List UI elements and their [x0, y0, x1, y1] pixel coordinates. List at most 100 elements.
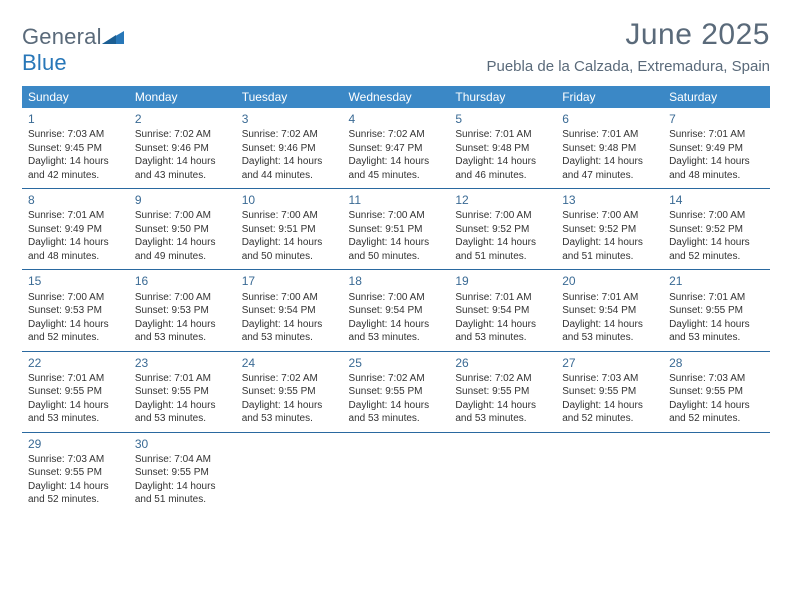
daylight-text: Daylight: 14 hours and 53 minutes.: [135, 399, 230, 426]
day-cell: 4Sunrise: 7:02 AMSunset: 9:47 PMDaylight…: [343, 108, 450, 189]
day-number: 11: [349, 192, 444, 208]
day-cell: 16Sunrise: 7:00 AMSunset: 9:53 PMDayligh…: [129, 270, 236, 351]
day-number: 25: [349, 355, 444, 371]
sunset-text: Sunset: 9:50 PM: [135, 223, 230, 237]
day-number: 30: [135, 436, 230, 452]
daylight-text: Daylight: 14 hours and 52 minutes.: [669, 399, 764, 426]
sunrise-text: Sunrise: 7:03 AM: [28, 453, 123, 467]
daylight-text: Daylight: 14 hours and 52 minutes.: [28, 318, 123, 345]
day-cell: 19Sunrise: 7:01 AMSunset: 9:54 PMDayligh…: [449, 270, 556, 351]
week-row: 22Sunrise: 7:01 AMSunset: 9:55 PMDayligh…: [22, 352, 770, 433]
day-cell: 21Sunrise: 7:01 AMSunset: 9:55 PMDayligh…: [663, 270, 770, 351]
sunrise-text: Sunrise: 7:01 AM: [28, 372, 123, 386]
daylight-text: Daylight: 14 hours and 47 minutes.: [562, 155, 657, 182]
calendar-table: Sunday Monday Tuesday Wednesday Thursday…: [22, 86, 770, 513]
sunset-text: Sunset: 9:52 PM: [562, 223, 657, 237]
day-cell: 15Sunrise: 7:00 AMSunset: 9:53 PMDayligh…: [22, 270, 129, 351]
day-number: 3: [242, 111, 337, 127]
day-header: Tuesday: [236, 86, 343, 108]
day-cell: 10Sunrise: 7:00 AMSunset: 9:51 PMDayligh…: [236, 189, 343, 270]
sunrise-text: Sunrise: 7:01 AM: [669, 291, 764, 305]
day-number: 23: [135, 355, 230, 371]
week-row: 1Sunrise: 7:03 AMSunset: 9:45 PMDaylight…: [22, 108, 770, 189]
day-header: Thursday: [449, 86, 556, 108]
day-cell: 22Sunrise: 7:01 AMSunset: 9:55 PMDayligh…: [22, 352, 129, 433]
day-number: 18: [349, 273, 444, 289]
sunset-text: Sunset: 9:55 PM: [455, 385, 550, 399]
daylight-text: Daylight: 14 hours and 51 minutes.: [455, 236, 550, 263]
day-number: 12: [455, 192, 550, 208]
day-cell: 18Sunrise: 7:00 AMSunset: 9:54 PMDayligh…: [343, 270, 450, 351]
day-number: 22: [28, 355, 123, 371]
day-header: Sunday: [22, 86, 129, 108]
day-number: 4: [349, 111, 444, 127]
daylight-text: Daylight: 14 hours and 45 minutes.: [349, 155, 444, 182]
sunrise-text: Sunrise: 7:00 AM: [242, 291, 337, 305]
day-number: 16: [135, 273, 230, 289]
sunrise-text: Sunrise: 7:01 AM: [135, 372, 230, 386]
day-number: 8: [28, 192, 123, 208]
sunset-text: Sunset: 9:47 PM: [349, 142, 444, 156]
sunset-text: Sunset: 9:51 PM: [242, 223, 337, 237]
day-header: Friday: [556, 86, 663, 108]
day-cell: 28Sunrise: 7:03 AMSunset: 9:55 PMDayligh…: [663, 352, 770, 433]
daylight-text: Daylight: 14 hours and 53 minutes.: [135, 318, 230, 345]
sunset-text: Sunset: 9:55 PM: [135, 385, 230, 399]
sunset-text: Sunset: 9:52 PM: [669, 223, 764, 237]
day-number: 26: [455, 355, 550, 371]
sunrise-text: Sunrise: 7:02 AM: [242, 372, 337, 386]
sunrise-text: Sunrise: 7:00 AM: [135, 291, 230, 305]
calendar-body: 1Sunrise: 7:03 AMSunset: 9:45 PMDaylight…: [22, 108, 770, 513]
sunrise-text: Sunrise: 7:01 AM: [562, 291, 657, 305]
daylight-text: Daylight: 14 hours and 44 minutes.: [242, 155, 337, 182]
calendar-head: Sunday Monday Tuesday Wednesday Thursday…: [22, 86, 770, 108]
day-cell: 9Sunrise: 7:00 AMSunset: 9:50 PMDaylight…: [129, 189, 236, 270]
daylight-text: Daylight: 14 hours and 43 minutes.: [135, 155, 230, 182]
day-number: 28: [669, 355, 764, 371]
brand-word2: Blue: [22, 50, 67, 75]
daylight-text: Daylight: 14 hours and 50 minutes.: [349, 236, 444, 263]
sunrise-text: Sunrise: 7:00 AM: [349, 209, 444, 223]
daylight-text: Daylight: 14 hours and 53 minutes.: [242, 399, 337, 426]
day-number: 6: [562, 111, 657, 127]
sunset-text: Sunset: 9:45 PM: [28, 142, 123, 156]
sunset-text: Sunset: 9:54 PM: [455, 304, 550, 318]
sunset-text: Sunset: 9:51 PM: [349, 223, 444, 237]
daylight-text: Daylight: 14 hours and 52 minutes.: [669, 236, 764, 263]
sunset-text: Sunset: 9:55 PM: [28, 385, 123, 399]
daylight-text: Daylight: 14 hours and 53 minutes.: [455, 399, 550, 426]
day-cell: 5Sunrise: 7:01 AMSunset: 9:48 PMDaylight…: [449, 108, 556, 189]
sunset-text: Sunset: 9:53 PM: [28, 304, 123, 318]
day-cell: 27Sunrise: 7:03 AMSunset: 9:55 PMDayligh…: [556, 352, 663, 433]
daylight-text: Daylight: 14 hours and 53 minutes.: [242, 318, 337, 345]
day-header: Wednesday: [343, 86, 450, 108]
day-number: 2: [135, 111, 230, 127]
sunrise-text: Sunrise: 7:01 AM: [455, 291, 550, 305]
day-cell: 6Sunrise: 7:01 AMSunset: 9:48 PMDaylight…: [556, 108, 663, 189]
sunset-text: Sunset: 9:49 PM: [28, 223, 123, 237]
day-cell: 24Sunrise: 7:02 AMSunset: 9:55 PMDayligh…: [236, 352, 343, 433]
sunset-text: Sunset: 9:55 PM: [135, 466, 230, 480]
daylight-text: Daylight: 14 hours and 53 minutes.: [562, 318, 657, 345]
day-number: 9: [135, 192, 230, 208]
day-number: 5: [455, 111, 550, 127]
daylight-text: Daylight: 14 hours and 53 minutes.: [349, 399, 444, 426]
day-number: 29: [28, 436, 123, 452]
day-cell: 29Sunrise: 7:03 AMSunset: 9:55 PMDayligh…: [22, 433, 129, 513]
day-cell: 23Sunrise: 7:01 AMSunset: 9:55 PMDayligh…: [129, 352, 236, 433]
day-cell: 30Sunrise: 7:04 AMSunset: 9:55 PMDayligh…: [129, 433, 236, 513]
title-block: June 2025 Puebla de la Calzada, Extremad…: [486, 18, 770, 75]
sunset-text: Sunset: 9:48 PM: [455, 142, 550, 156]
sunset-text: Sunset: 9:55 PM: [562, 385, 657, 399]
day-number: 14: [669, 192, 764, 208]
sunrise-text: Sunrise: 7:03 AM: [562, 372, 657, 386]
sunset-text: Sunset: 9:46 PM: [242, 142, 337, 156]
daylight-text: Daylight: 14 hours and 53 minutes.: [455, 318, 550, 345]
sunset-text: Sunset: 9:48 PM: [562, 142, 657, 156]
daylight-text: Daylight: 14 hours and 52 minutes.: [562, 399, 657, 426]
daylight-text: Daylight: 14 hours and 53 minutes.: [349, 318, 444, 345]
day-number: 10: [242, 192, 337, 208]
daylight-text: Daylight: 14 hours and 42 minutes.: [28, 155, 123, 182]
day-header-row: Sunday Monday Tuesday Wednesday Thursday…: [22, 86, 770, 108]
sunrise-text: Sunrise: 7:01 AM: [28, 209, 123, 223]
